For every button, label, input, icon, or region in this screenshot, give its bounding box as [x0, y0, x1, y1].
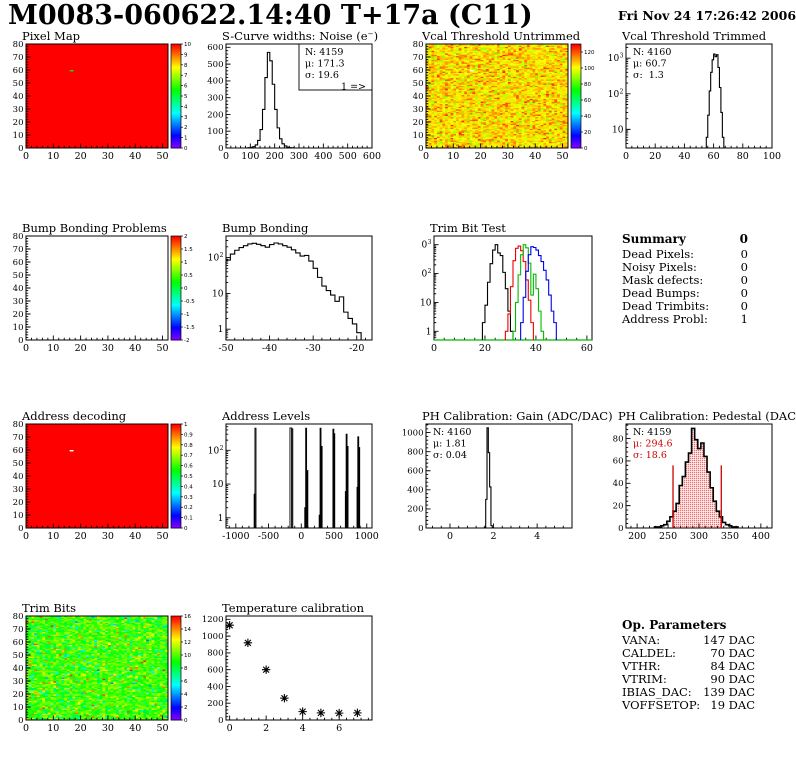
- summary-row-value: 0: [740, 273, 748, 288]
- summary-row: Noisy Pixels: 0: [622, 260, 748, 275]
- bump-problems-title: Bump Bonding Problems: [22, 221, 167, 235]
- address-decoding-canvas: [0, 408, 199, 568]
- address-decoding-title: Address decoding: [22, 409, 127, 423]
- ph-pedestal-title: PH Calibration: Pedestal (DAC): [618, 409, 796, 423]
- trim-bit-test-canvas: [420, 220, 619, 380]
- op-parameters-title: Op. Parameters: [622, 618, 727, 632]
- summary-row-value: 0: [740, 247, 748, 261]
- ph-gain-plot: PH Calibration: Gain (ADC/DAC): [400, 408, 613, 568]
- address-levels-canvas: [200, 408, 399, 568]
- summary-row: Dead Pixels: 0: [622, 247, 748, 261]
- address-levels-plot: Address Levels: [200, 408, 399, 568]
- trim-bit-test-plot: Trim Bit Test: [420, 220, 619, 380]
- op-parameter-value: 90 DAC: [710, 672, 755, 687]
- trim-bit-test-title: Trim Bit Test: [430, 221, 506, 235]
- bump-problems-plot: Bump Bonding Problems: [0, 220, 199, 380]
- temperature-calibration-plot: Temperature calibration: [200, 600, 399, 760]
- summary-row-value: 1: [740, 312, 748, 327]
- ph-pedestal-canvas: [600, 408, 796, 568]
- summary-row-label: Address Probl:: [622, 312, 708, 327]
- summary-title-value: 0: [739, 232, 748, 246]
- op-parameter-value: 139 DAC: [703, 685, 755, 700]
- vcal-trimmed-title: Vcal Threshold Trimmed: [622, 29, 767, 43]
- op-parameter-value: 19 DAC: [710, 698, 755, 713]
- summary-row-label: Mask defects:: [622, 273, 704, 288]
- scurve-noise-title: S-Curve widths: Noise (e⁻): [222, 29, 379, 43]
- summary-row: Mask defects: 0: [622, 274, 748, 287]
- address-levels-title: Address Levels: [222, 409, 311, 423]
- vcal-untrimmed-title: Vcal Threshold Untrimmed: [422, 29, 581, 43]
- date-stamp: Fri Nov 24 17:26:42 2006: [618, 8, 796, 23]
- pixel-map-title: Pixel Map: [22, 29, 81, 43]
- ph-pedestal-plot: PH Calibration: Pedestal (DAC): [600, 408, 796, 568]
- summary-row-value: 0: [740, 260, 748, 275]
- pixel-map-plot: Pixel Map: [0, 28, 199, 188]
- bump-problems-canvas: [0, 220, 199, 380]
- summary-header: Summary 0: [622, 232, 748, 246]
- op-parameter-row: IBIAS_DAC: 139 DAC: [622, 686, 755, 699]
- summary-row-label: Dead Trimbits:: [622, 299, 710, 314]
- summary-row-label: Dead Bumps:: [622, 286, 700, 301]
- scurve-noise-canvas: [200, 28, 399, 188]
- scurve-noise-plot: S-Curve widths: Noise (e⁻): [200, 28, 399, 188]
- summary-row: Dead Trimbits: 0: [622, 300, 748, 313]
- address-decoding-plot: Address decoding: [0, 408, 199, 568]
- ph-gain-canvas: [400, 408, 599, 568]
- page-title: M0083-060622.14:40 T+17a (C11): [8, 0, 533, 31]
- bump-bonding-canvas: [200, 220, 399, 380]
- trim-bits-title: Trim Bits: [22, 601, 77, 615]
- op-parameters-panel: Op. Parameters VANA: 147 DAC CALDEL: 70 DA…: [622, 618, 755, 713]
- temperature-calibration-title: Temperature calibration: [222, 601, 364, 615]
- op-parameter-label: VANA:: [622, 633, 661, 647]
- op-parameter-label: VTRIM:: [622, 672, 667, 687]
- op-parameter-label: VOFFSETOP:: [622, 698, 701, 713]
- op-parameter-value: 84 DAC: [710, 659, 755, 674]
- summary-panel: Summary 0 Dead Pixels: 0 Noisy Pixels: 0 M…: [622, 232, 748, 327]
- op-parameter-row: VANA: 147 DAC: [622, 633, 755, 647]
- op-parameter-row: VTRIM: 90 DAC: [622, 673, 755, 686]
- summary-row-value: 0: [740, 299, 748, 314]
- vcal-untrimmed-canvas: [400, 28, 599, 188]
- vcal-untrimmed-plot: Vcal Threshold Untrimmed: [400, 28, 599, 188]
- op-parameter-value: 70 DAC: [710, 646, 755, 661]
- op-parameter-value: 147 DAC: [703, 633, 755, 647]
- pixel-map-canvas: [0, 28, 199, 188]
- bump-bonding-plot: Bump Bonding: [200, 220, 399, 380]
- trim-bits-canvas: [0, 600, 199, 760]
- op-parameter-row: VOFFSETOP: 19 DAC: [622, 699, 755, 712]
- summary-row: Dead Bumps: 0: [622, 287, 748, 300]
- ph-gain-title: PH Calibration: Gain (ADC/DAC): [422, 409, 613, 423]
- summary-row-label: Dead Pixels:: [622, 247, 695, 261]
- summary-title: Summary: [622, 232, 686, 246]
- op-parameter-row: CALDEL: 70 DAC: [622, 646, 755, 661]
- summary-row-value: 0: [740, 286, 748, 301]
- op-parameter-label: VTHR:: [622, 659, 661, 674]
- op-parameters-header: Op. Parameters: [622, 618, 755, 632]
- temperature-calibration-canvas: [200, 600, 399, 760]
- bump-bonding-title: Bump Bonding: [222, 221, 309, 235]
- summary-row-label: Noisy Pixels:: [622, 260, 697, 275]
- vcal-trimmed-plot: Vcal Threshold Trimmed: [600, 28, 796, 188]
- op-parameter-row: VTHR: 84 DAC: [622, 660, 755, 673]
- vcal-trimmed-canvas: [600, 28, 796, 188]
- op-parameter-label: CALDEL:: [622, 646, 676, 661]
- summary-row: Address Probl: 1: [622, 313, 748, 326]
- trim-bits-plot: Trim Bits: [0, 600, 199, 760]
- op-parameter-label: IBIAS_DAC:: [622, 685, 692, 700]
